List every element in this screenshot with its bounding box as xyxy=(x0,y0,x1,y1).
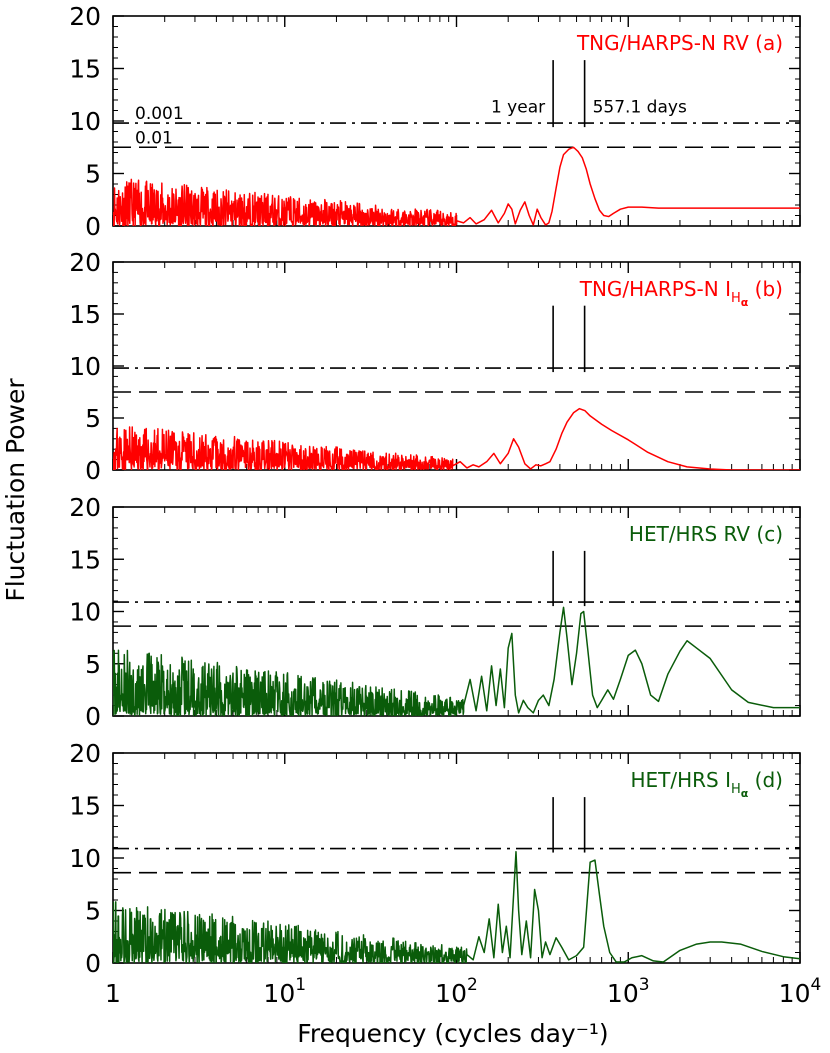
y-tick-label: 10 xyxy=(69,107,101,136)
y-tick-label: 15 xyxy=(69,55,101,84)
y-axis-label: Fluctuation Power xyxy=(1,378,30,602)
y-tick-label: 20 xyxy=(69,739,101,768)
series-line xyxy=(113,407,800,470)
y-tick-label: 0 xyxy=(85,456,101,485)
y-tick-label: 20 xyxy=(69,2,101,31)
series-line xyxy=(113,606,800,716)
fap-label: 0.001 xyxy=(135,104,184,124)
panels: 0 5 10 15 20 0.001 0.01 1 year 557.1 days TNG/HAR… xyxy=(69,2,801,978)
y-tick-label: 5 xyxy=(85,160,101,189)
y-tick-label: 20 xyxy=(69,248,101,277)
y-tick-label: 5 xyxy=(85,897,101,926)
panel-label: HET/HRS IHα (d) xyxy=(630,768,783,800)
y-tick-label: 15 xyxy=(69,545,101,574)
panel-b: 0 5 10 15 20 TNG/HARPS-N IHα (b) xyxy=(69,248,801,485)
series-line xyxy=(113,850,800,963)
panel-label: TNG/HARPS-N RV (a) xyxy=(576,31,783,55)
x-tick-label: 104 xyxy=(779,975,822,1008)
y-tick-label: 15 xyxy=(69,300,101,329)
panel-d: 0 5 10 15 20 HET/HRS IHα (d) xyxy=(69,739,801,978)
y-tick-label: 0 xyxy=(85,702,101,731)
y-tick-label: 10 xyxy=(69,352,101,381)
period-marker-label: 1 year xyxy=(491,97,545,117)
y-tick-label: 5 xyxy=(85,650,101,679)
x-tick-label: 103 xyxy=(607,975,650,1008)
y-tick-label: 0 xyxy=(85,949,101,978)
panel-label: TNG/HARPS-N IHα (b) xyxy=(579,277,783,309)
panel-c: 0 5 10 15 20 HET/HRS RV (c) xyxy=(69,493,801,731)
y-tick-label: 0 xyxy=(85,212,101,241)
panel-label: HET/HRS RV (c) xyxy=(629,522,783,546)
fap-label: 0.01 xyxy=(135,128,173,148)
y-tick-label: 20 xyxy=(69,493,101,522)
panel-a: 0 5 10 15 20 0.001 0.01 1 year 557.1 days TNG/HAR… xyxy=(69,2,801,241)
period-marker-label: 557.1 days xyxy=(593,97,687,117)
y-tick-label: 10 xyxy=(69,598,101,627)
y-tick-label: 15 xyxy=(69,792,101,821)
y-tick-label: 10 xyxy=(69,844,101,873)
x-axis-label: Frequency (cycles day⁻¹) xyxy=(297,1019,608,1048)
series-line xyxy=(113,146,800,226)
x-tick-label: 1 xyxy=(105,979,121,1008)
x-tick-label: 101 xyxy=(263,975,306,1008)
x-tick-label: 102 xyxy=(435,975,478,1008)
x-axis: 1 101 102 103 104 xyxy=(105,975,821,1008)
y-tick-label: 5 xyxy=(85,404,101,433)
